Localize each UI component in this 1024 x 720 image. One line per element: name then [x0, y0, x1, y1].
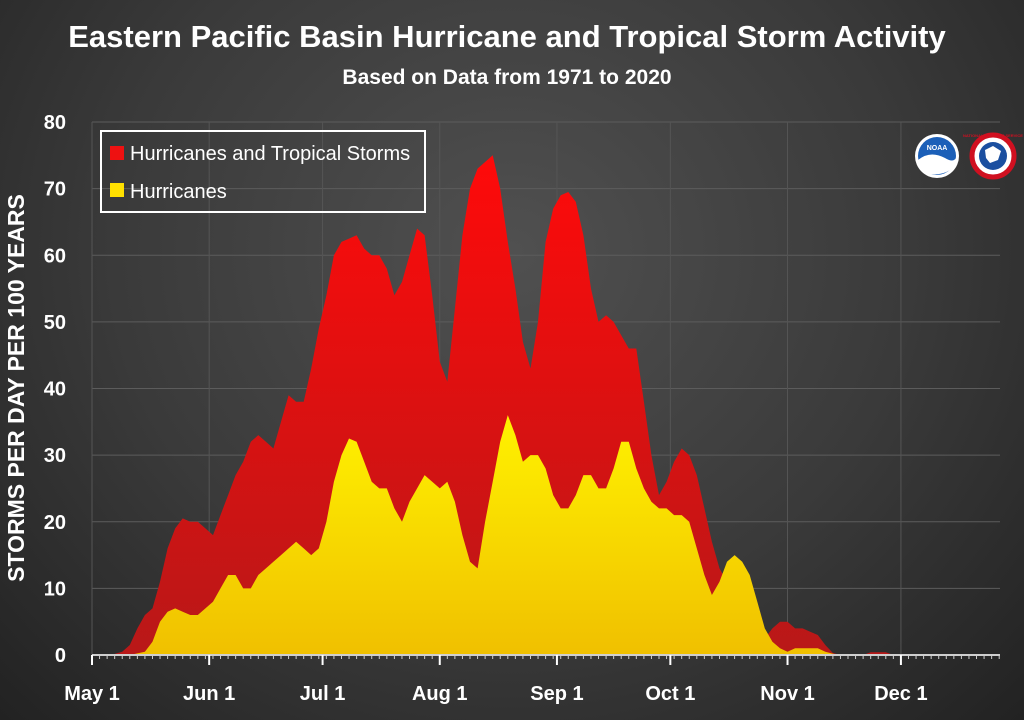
x-tick-label-2: Jul 1: [300, 683, 346, 705]
y-tick-label-20: 20: [44, 512, 66, 534]
legend-frame: [100, 130, 426, 213]
y-tick-label-80: 80: [44, 112, 66, 134]
x-tick-labels: May 1 Jun 1 Jul 1 Aug 1 Sep 1 Oct 1 Nov 1 Dec 1: [64, 683, 927, 705]
y-tick-label-40: 40: [44, 379, 66, 401]
y-tick-label-50: 50: [44, 312, 66, 334]
y-tick-label-70: 70: [44, 179, 66, 201]
plot-areas: [92, 155, 1015, 656]
noaa-logo: NOAA: [915, 134, 959, 178]
noaa-logo-bird: [918, 154, 956, 175]
area-series-hurricanes: [92, 415, 1015, 655]
y-tick-label-60: 60: [44, 245, 66, 267]
x-tick-label-1: Jun 1: [183, 683, 235, 705]
area-series-storms: [92, 155, 1015, 656]
x-tick-label-7: Dec 1: [874, 683, 927, 705]
legend-label-storms: Hurricanes and Tropical Storms: [130, 143, 410, 165]
legend-label-hurricanes: Hurricanes: [130, 181, 227, 203]
x-tick-label-4: Sep 1: [530, 683, 583, 705]
y-tick-label-30: 30: [44, 445, 66, 467]
x-tick-label-6: Nov 1: [760, 683, 814, 705]
nws-logo-text: NATIONAL WEATHER SERVICE: [963, 133, 1023, 138]
x-tick-label-0: May 1: [64, 683, 120, 705]
chart-subtitle: Based on Data from 1971 to 2020: [342, 66, 671, 89]
y-tick-label-10: 10: [44, 578, 66, 600]
axes: [91, 654, 1000, 665]
y-tick-labels: 0 10 20 30 40 50 60 70 80: [44, 112, 66, 667]
legend-swatch-red: [110, 146, 124, 160]
legend-swatch-yellow: [110, 183, 124, 197]
nws-logo-map: [985, 146, 1001, 163]
x-tick-label-5: Oct 1: [645, 683, 695, 705]
nws-logo: NATIONAL WEATHER SERVICE: [963, 132, 1023, 180]
y-axis-label: STORMS PER DAY PER 100 YEARS: [3, 194, 29, 582]
legend: Hurricanes and Tropical Storms Hurricane…: [100, 130, 426, 213]
x-tick-label-3: Aug 1: [412, 683, 468, 705]
y-tick-label-0: 0: [55, 645, 66, 667]
chart-title: Eastern Pacific Basin Hurricane and Trop…: [68, 19, 946, 54]
nws-logo-border: [969, 132, 1017, 180]
noaa-logo-text: NOAA: [927, 145, 948, 152]
